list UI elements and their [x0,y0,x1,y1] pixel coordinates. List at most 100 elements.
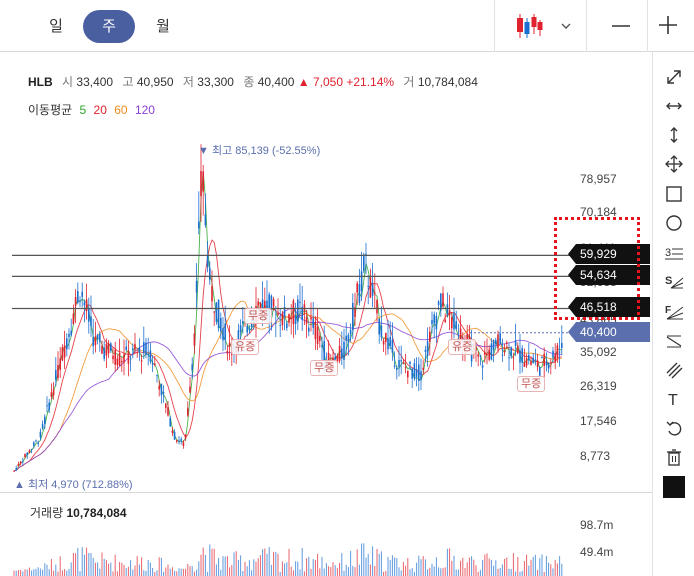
candle-body [173,431,176,440]
tab-daily[interactable]: 일 [49,18,63,35]
volume-bar [83,554,85,576]
candle-body [488,349,490,360]
volume-bar [28,567,30,576]
candle-body [501,354,504,356]
volume-bar [48,569,50,576]
candle-body [554,354,556,363]
undo-button[interactable] [661,415,687,441]
volume-bar [464,567,466,576]
candle-body [246,326,248,333]
volume-bar [218,557,220,576]
volume-bar [460,560,462,576]
candle-body [382,340,385,345]
minimize-button[interactable] [606,12,636,40]
vertical-line-tool[interactable] [661,122,687,148]
move-tool[interactable] [661,151,687,177]
hline-price-tag[interactable]: 59,929 [568,244,650,264]
volume-bar [110,562,112,576]
candle-body [147,353,149,355]
volume-bar [312,559,314,576]
rectangle-tool[interactable] [661,181,687,207]
candle-body [338,345,341,361]
fibonacci-tool[interactable]: 3 [661,240,687,266]
candle-body [444,319,446,322]
candle-body [193,333,196,346]
tab-weekly[interactable]: 주 [83,10,135,43]
event-label[interactable]: 무증 [310,360,339,376]
price-tick: 35,092 [580,345,617,359]
volume-bar [185,568,187,576]
volume-bar [323,568,325,576]
candle-body [297,299,299,322]
delete-button[interactable] [661,444,687,470]
volume-bar [211,548,213,576]
ma-60: 60 [114,103,128,117]
volume-bar [495,560,497,576]
tab-monthly[interactable]: 월 [156,18,170,35]
candle-body [316,326,319,344]
candle-body [420,371,422,380]
candle-body [319,336,321,341]
candle-body [70,330,72,336]
event-label[interactable]: 무증 [244,308,273,324]
candle-body [171,430,174,433]
trend-tool[interactable]: S [661,269,687,295]
color-picker-button[interactable] [661,474,687,500]
candle-body [154,363,156,366]
candle-body [398,359,400,368]
candle-body [283,307,286,317]
hline-price-tag[interactable]: 46,518 [568,297,650,317]
candle-body [407,370,409,378]
event-label[interactable]: 무증 [517,376,546,392]
candle-body [440,293,442,311]
candle-body [413,363,416,379]
circle-tool[interactable] [661,210,687,236]
channel-tool[interactable] [661,328,687,354]
candle-body [180,439,182,441]
candle-body [145,342,147,355]
moving-average-legend[interactable]: 이동평균 5 20 60 120 [28,101,159,118]
event-label[interactable]: 유증 [448,339,477,355]
candle-body [211,286,213,302]
candle-body [341,348,343,359]
volume-bar [72,553,74,576]
fan-tool[interactable]: F [661,299,687,325]
volume-bar [31,570,33,576]
expand-button[interactable] [661,64,687,90]
text-tool[interactable]: T [661,386,687,412]
volume-chart[interactable] [0,495,575,576]
candle-body [396,368,398,370]
horizontal-line-tool[interactable] [661,93,687,119]
price-tick: 70,184 [580,205,617,219]
candle-body [345,335,347,341]
candle-body [132,348,134,351]
svg-text:3: 3 [665,247,671,259]
volume-bar [356,549,358,576]
volume-bar [121,562,123,576]
hline-price-tag[interactable]: 54,634 [568,265,650,285]
chart-type-dropdown[interactable] [500,8,580,44]
volume-bar [400,570,402,576]
volume-bar [53,570,55,576]
candle-body [312,318,314,328]
candle-body [402,362,405,364]
event-label[interactable]: 유증 [231,339,260,355]
candle-body [301,306,303,320]
volume-bar [244,561,246,576]
candle-body [327,352,330,367]
volume-bar [385,570,387,576]
volume-bar [61,570,63,576]
parallel-lines-tool[interactable] [661,357,687,383]
candle-body [79,300,81,302]
price-chart[interactable] [0,130,575,490]
volume-bar [266,553,268,576]
volume-bar [389,559,391,576]
volume-bar [398,567,400,576]
candle-body [213,311,215,313]
candle-body [506,342,508,344]
add-chart-button[interactable] [653,10,683,40]
volume-bar [24,569,26,576]
candle-body [88,308,90,322]
volume-bar [277,553,279,576]
candle-body [530,360,532,365]
